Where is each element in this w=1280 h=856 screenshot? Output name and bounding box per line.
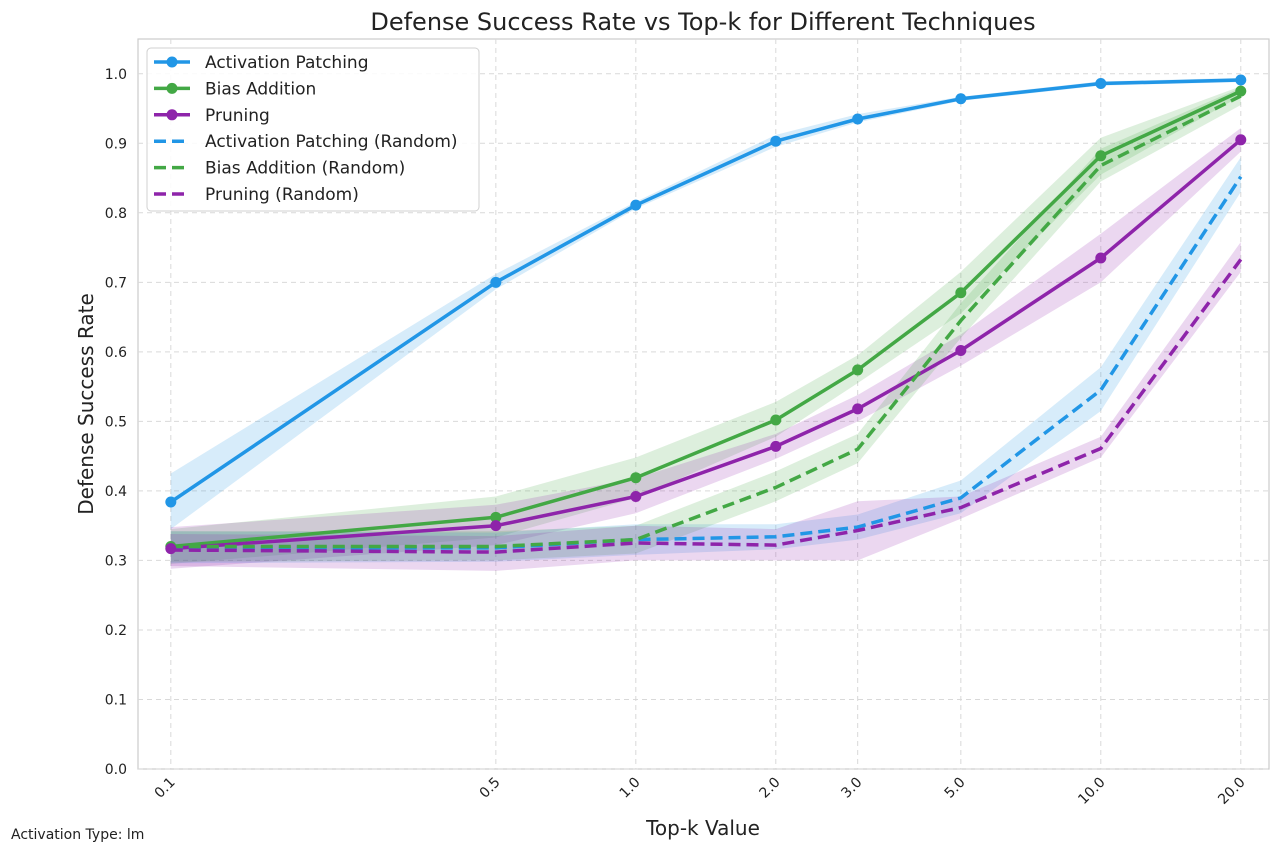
band-bias-addition-random xyxy=(170,87,1241,562)
band-bias-addition xyxy=(170,86,1241,564)
point-bias-addition xyxy=(490,511,502,523)
y-tick-label: 0.7 xyxy=(105,275,127,291)
point-bias-addition xyxy=(955,287,967,299)
y-axis-ticks: 0.0 0.1 0.2 0.3 0.4 0.5 0.6 0.7 0.8 0.9 1.0 xyxy=(105,67,127,778)
point-bias-addition xyxy=(852,364,864,376)
y-tick-label: 0.0 xyxy=(105,762,127,778)
chart-title: Defense Success Rate vs Top-k for Differ… xyxy=(370,8,1035,36)
point-pruning xyxy=(955,344,967,356)
point-activation-patching xyxy=(630,199,642,211)
point-bias-addition xyxy=(1095,150,1107,162)
line-pruning xyxy=(169,138,1243,551)
legend-label-pruning-random: Pruning (Random) xyxy=(205,185,359,205)
point-activation-patching xyxy=(770,135,782,147)
y-tick-label: 0.4 xyxy=(105,484,127,500)
point-activation-patching xyxy=(955,93,967,105)
legend: Activation Patching Bias Addition Pruning A… xyxy=(146,47,480,212)
y-tick-label: 0.6 xyxy=(105,345,127,361)
y-tick-label: 1.0 xyxy=(105,67,127,83)
y-tick-label: 0.8 xyxy=(105,206,127,222)
line-activation-patching xyxy=(169,78,1243,504)
y-axis-label: Defense Success Rate xyxy=(74,293,98,515)
y-tick-label: 0.3 xyxy=(105,553,127,569)
x-tick-label: 10.0 xyxy=(1075,775,1108,808)
activation-type-note: Activation Type: lm xyxy=(11,827,145,843)
point-activation-patching xyxy=(1095,77,1107,89)
point-pruning xyxy=(1235,134,1247,146)
point-bias-addition xyxy=(1235,85,1247,97)
point-activation-patching xyxy=(1235,74,1247,86)
line-pruning-random xyxy=(170,258,1243,554)
y-tick-label: 0.5 xyxy=(105,414,127,430)
x-tick-label: 0.5 xyxy=(477,775,504,802)
x-axis-ticks: 0.1 0.5 1.0 2.0 3.0 5.0 10.0 20.0 xyxy=(152,775,1249,808)
y-tick-label: 0.9 xyxy=(105,136,127,152)
point-pruning xyxy=(770,440,782,452)
y-tick-label: 0.1 xyxy=(105,692,127,708)
x-tick-label: 2.0 xyxy=(757,775,784,802)
line-bias-addition-random xyxy=(170,94,1242,549)
y-tick-label: 0.2 xyxy=(105,623,127,639)
legend-box xyxy=(146,47,480,212)
point-pruning xyxy=(490,520,502,532)
x-tick-label: 3.0 xyxy=(838,775,865,802)
legend-marker-activation-patching xyxy=(166,56,178,68)
x-tick-label: 1.0 xyxy=(617,775,644,802)
point-bias-addition xyxy=(630,472,642,484)
legend-label-activation-patching-random: Activation Patching (Random) xyxy=(205,132,458,152)
point-pruning xyxy=(1095,252,1107,264)
legend-label-bias-addition: Bias Addition xyxy=(205,79,316,99)
point-pruning xyxy=(630,490,642,502)
legend-label-pruning: Pruning xyxy=(205,106,270,126)
legend-marker-bias-addition xyxy=(166,82,178,94)
point-activation-patching xyxy=(852,113,864,125)
point-pruning xyxy=(165,543,177,555)
point-pruning xyxy=(852,403,864,415)
series-markers xyxy=(165,74,1247,555)
legend-label-activation-patching: Activation Patching xyxy=(205,53,369,73)
legend-marker-pruning xyxy=(166,109,178,121)
x-tick-label: 20.0 xyxy=(1215,775,1248,808)
point-activation-patching xyxy=(490,276,502,288)
band-pruning xyxy=(170,128,1241,569)
x-tick-label: 5.0 xyxy=(942,775,969,802)
series-lines xyxy=(169,78,1243,554)
point-bias-addition xyxy=(770,414,782,426)
legend-label-bias-addition-random: Bias Addition (Random) xyxy=(205,159,405,179)
x-tick-label: 0.1 xyxy=(152,775,179,802)
line-bias-addition xyxy=(169,89,1243,549)
x-axis-label: Top-k Value xyxy=(645,816,760,840)
point-activation-patching xyxy=(165,496,177,508)
